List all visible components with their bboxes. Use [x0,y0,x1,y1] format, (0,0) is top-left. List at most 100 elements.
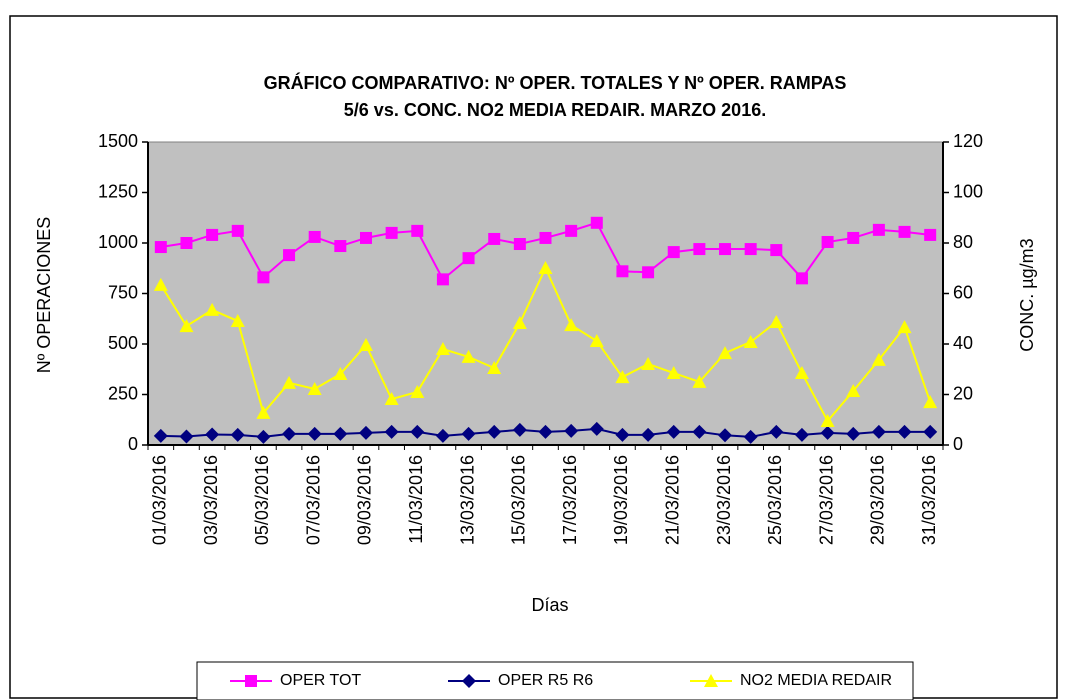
marker [718,346,733,360]
marker [231,224,244,237]
x-tick-label: 19/03/2016 [611,455,631,545]
marker [847,231,860,244]
x-tick-label: 17/03/2016 [560,455,580,545]
x-tick-label: 27/03/2016 [816,455,836,545]
marker [334,240,347,253]
marker [411,224,424,237]
marker [719,243,732,256]
legend-label: NO2 MEDIA REDAIR [740,672,892,689]
marker [923,395,938,409]
marker [794,366,809,380]
marker [744,243,757,256]
marker [615,370,630,384]
marker [245,675,257,687]
marker [384,392,399,406]
marker [230,427,245,442]
marker [564,318,579,332]
marker [641,356,656,370]
marker [154,241,167,254]
x-tick-label: 07/03/2016 [303,455,323,545]
marker [667,246,680,259]
y-tick-label: 750 [108,282,138,302]
marker [641,427,656,442]
y2-tick-label: 60 [953,282,973,302]
x-tick-label: 09/03/2016 [355,455,375,545]
marker [179,319,194,333]
legend-label: OPER TOT [280,672,361,689]
marker [153,277,168,291]
marker [538,260,553,274]
marker [462,674,476,688]
marker [820,414,835,428]
marker [693,243,706,256]
marker [692,424,707,439]
marker [179,429,194,444]
marker [718,428,733,443]
marker [704,674,718,687]
marker [692,374,707,388]
marker [743,334,758,348]
marker [795,272,808,285]
marker [487,424,502,439]
x-tick-label: 29/03/2016 [868,455,888,545]
marker [488,232,501,245]
marker [308,230,321,243]
marker [794,427,809,442]
y-axis-label: Nº OPERACIONES [34,217,54,374]
marker [871,424,886,439]
marker [410,384,425,398]
y-tick-label: 1000 [98,232,138,252]
y2-tick-label: 0 [953,434,963,454]
legend [196,661,914,700]
marker [923,424,938,439]
x-tick-label: 25/03/2016 [765,455,785,545]
legend-label: OPER R5 R6 [498,672,593,689]
marker [153,428,168,443]
marker [743,429,758,444]
marker [205,427,220,442]
marker [333,367,348,381]
x-tick-label: 01/03/2016 [150,455,170,545]
marker [487,360,502,374]
marker [770,244,783,257]
marker [230,314,245,328]
marker [333,426,348,441]
x-tick-label: 31/03/2016 [919,455,939,545]
x-tick-label: 15/03/2016 [509,455,529,545]
marker [590,216,603,229]
marker [512,422,527,437]
marker [820,425,835,440]
marker [462,252,475,265]
marker [589,421,604,436]
y-tick-label: 500 [108,333,138,353]
marker [589,333,604,347]
x-tick-label: 03/03/2016 [201,455,221,545]
marker [205,302,220,316]
x-tick-label: 21/03/2016 [662,455,682,545]
marker [872,223,885,236]
marker [385,226,398,239]
y2-tick-label: 40 [953,333,973,353]
marker [871,352,886,366]
marker [616,265,629,278]
chart-title: GRÁFICO COMPARATIVO: Nº OPER. TOTALES Y … [264,72,847,93]
marker [307,426,322,441]
y-tick-label: 1500 [98,131,138,151]
marker [180,237,193,249]
marker [666,366,681,380]
plot-area [147,141,944,446]
marker [897,424,912,439]
y2-tick-label: 100 [953,181,983,201]
marker [358,338,373,352]
y-tick-label: 1250 [98,181,138,201]
marker [769,424,784,439]
x-tick-label: 13/03/2016 [457,455,477,545]
marker [821,235,834,248]
y2-tick-label: 80 [953,232,973,252]
marker [513,238,526,251]
marker [565,224,578,237]
marker [307,381,322,395]
x-tick-label: 11/03/2016 [406,455,426,544]
